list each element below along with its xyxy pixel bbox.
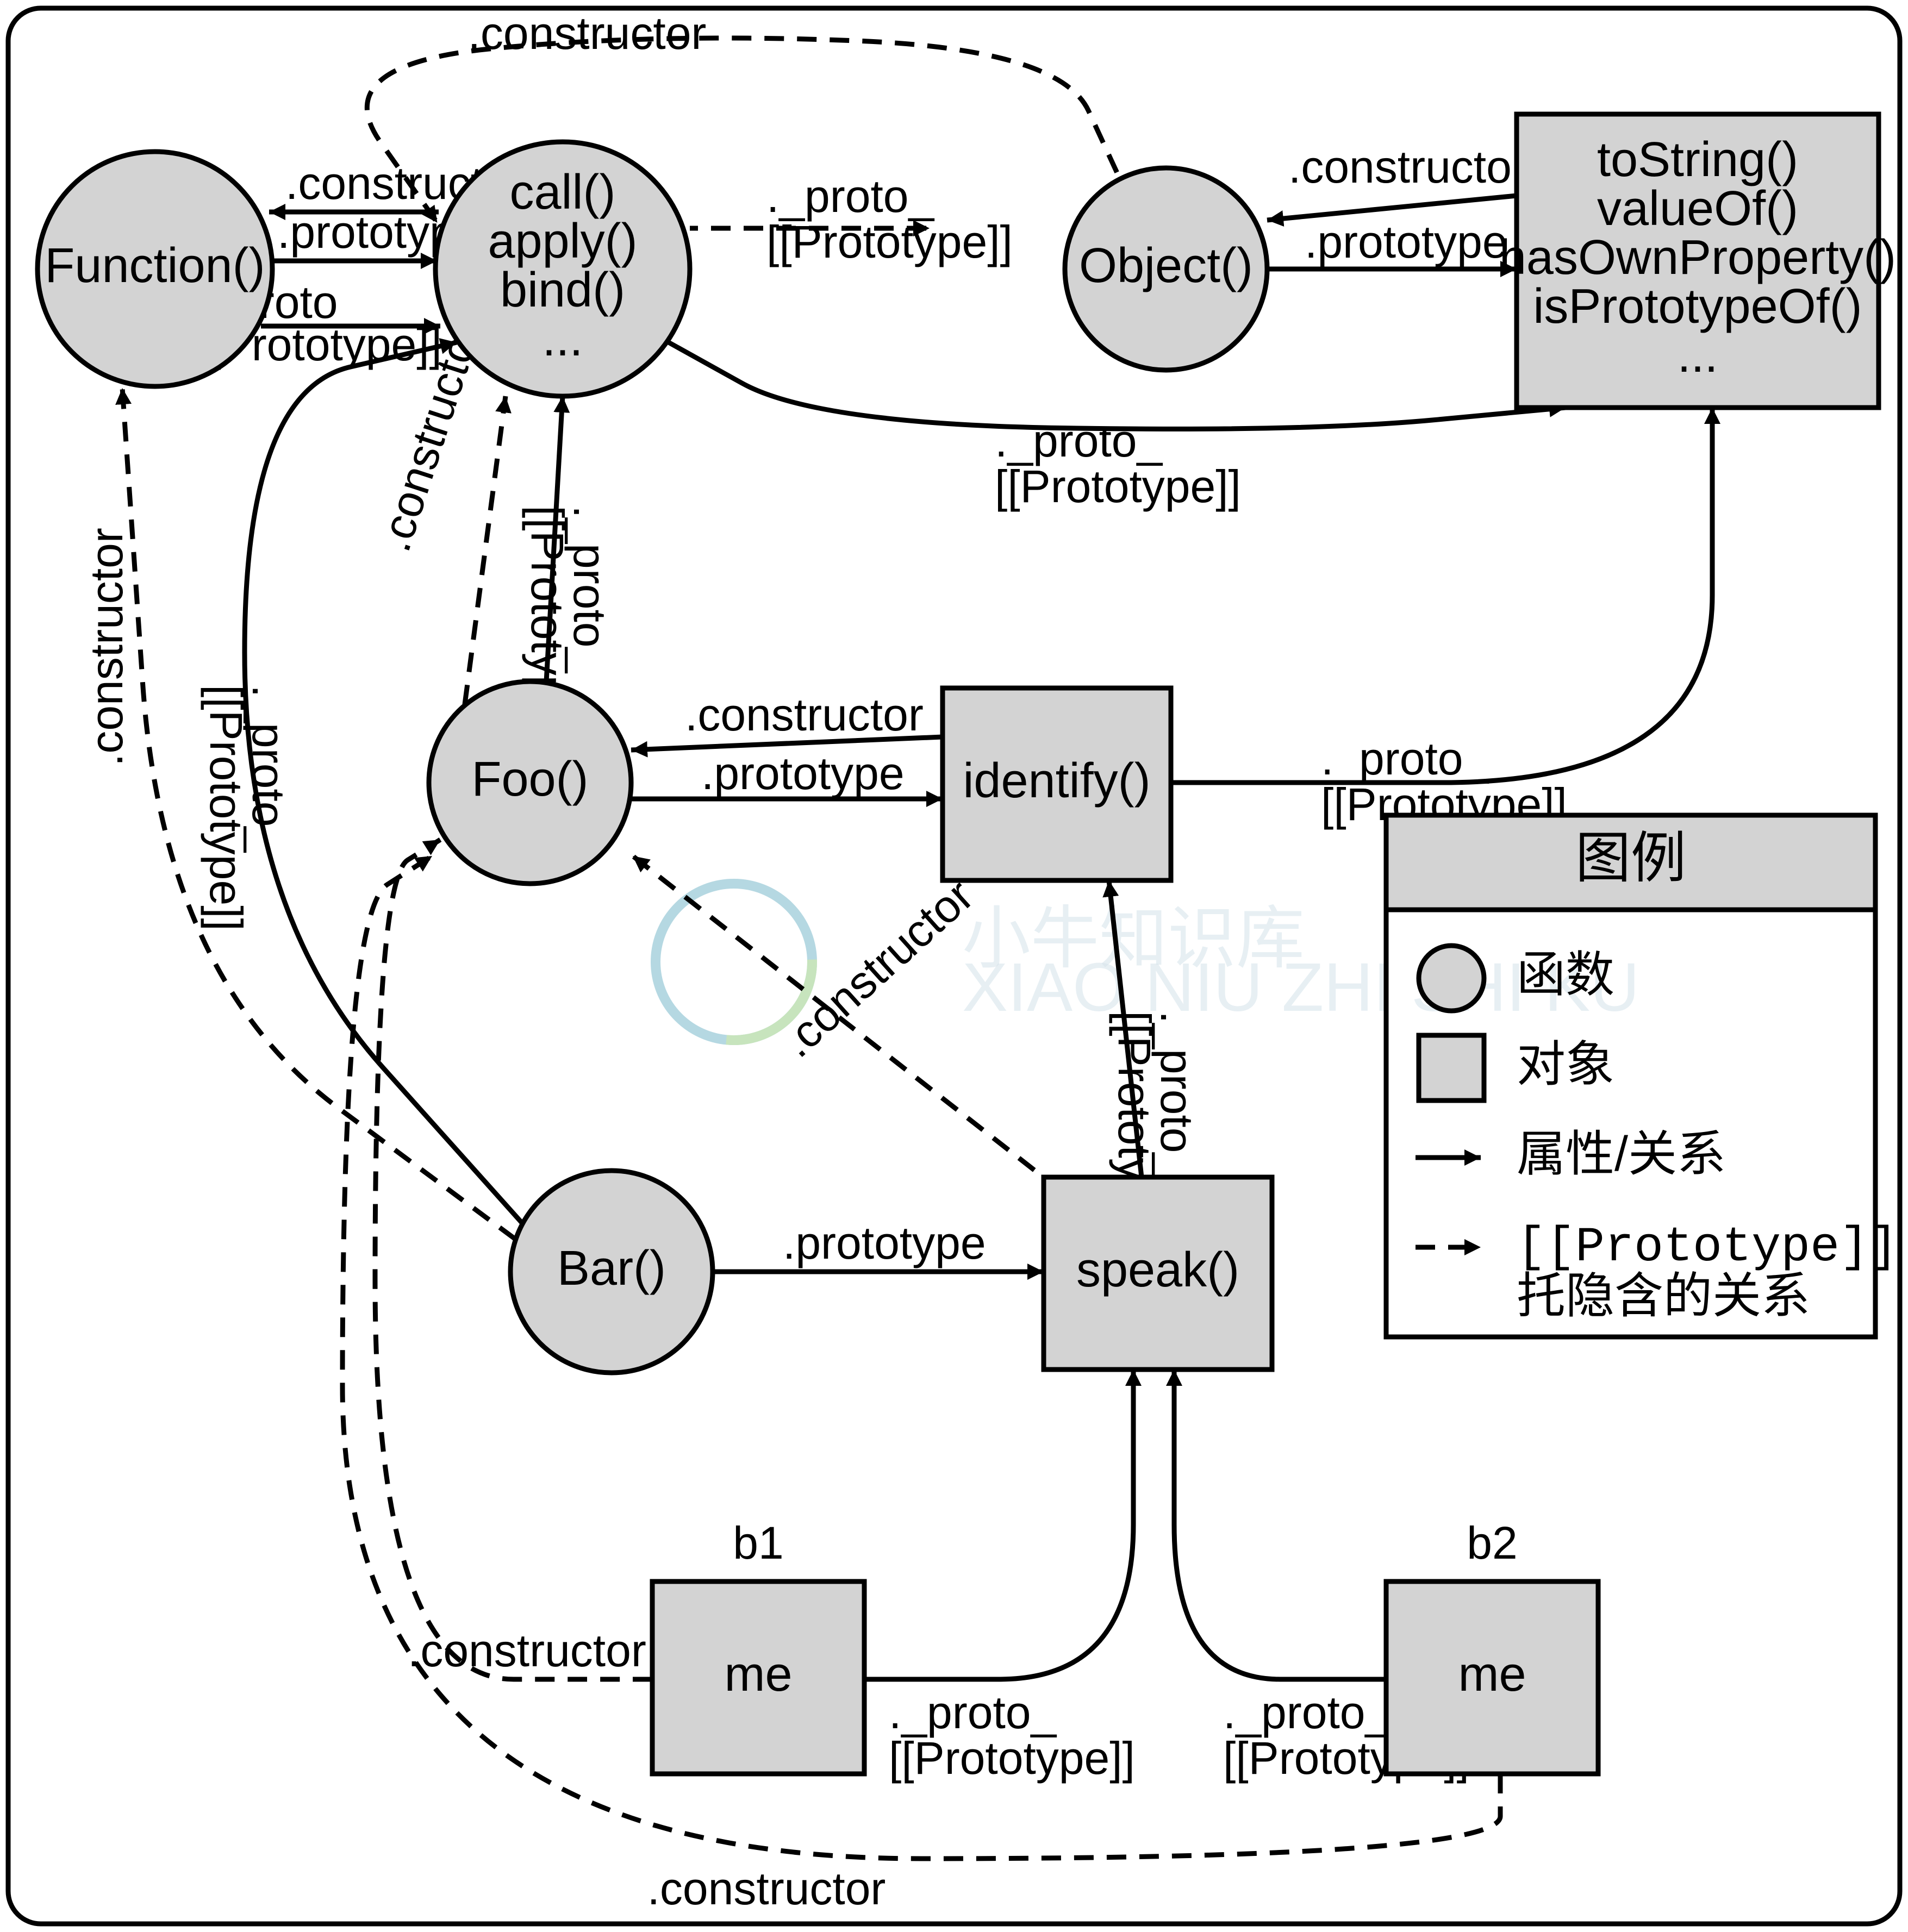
node-text-fnproto-3: ... (542, 312, 583, 366)
legend-title: 图例 (1575, 827, 1686, 889)
edge-label-bar-to-fnproto: [[Prototype]] (201, 685, 252, 931)
node-text-fnproto-0: call() (510, 165, 616, 220)
node-text-function-0: Function() (45, 239, 265, 293)
node-foo: Foo() (429, 681, 631, 884)
node-title-b2: b2 (1467, 1517, 1517, 1568)
edge-label-b1-to-speak: [[Prototype]] (889, 1733, 1135, 1784)
node-text-speak-0: speak() (1076, 1243, 1239, 1297)
edge-label-bar-speak-prototype: .prototype (783, 1217, 986, 1268)
legend-item-label: 对象 (1517, 1037, 1614, 1092)
edge-label-speak-constructor-dash: .constructor (771, 870, 983, 1067)
edge-label-b2-constructor-dash: .constructor (647, 1863, 886, 1914)
node-b2: b2 me (1386, 1517, 1598, 1774)
edge-label-bar-constructor-dash: .constructor (81, 528, 132, 766)
node-b1: b1 me (652, 1517, 864, 1774)
node-text-objproto-4: ... (1677, 328, 1718, 383)
edge-label-top-constructor-dash: .constructor (468, 8, 707, 59)
edge-label-foo-identify-prototype: .prototype (701, 748, 905, 799)
node-object: Object() (1065, 168, 1267, 370)
edge-identify-to-objproto (1171, 408, 1712, 783)
node-identify: identify() (943, 688, 1171, 880)
node-text-objproto-3: isPrototypeOf() (1533, 279, 1862, 334)
edge-label-identify-to-objproto: ._proto_ (1321, 733, 1489, 784)
node-text-b2-0: me (1458, 1647, 1526, 1702)
node-objproto: toString()valueOf()hasOwnProperty()isPro… (1499, 114, 1896, 408)
node-text-fnproto-2: bind() (500, 263, 625, 317)
node-text-b1-0: me (724, 1647, 792, 1702)
node-text-fnproto-1: apply() (488, 214, 637, 268)
edge-label-fnproto-to-objproto: ._proto_ (995, 415, 1163, 466)
legend-item-label: 托隐含的关系 (1517, 1269, 1810, 1323)
node-text-object-0: Object() (1079, 239, 1253, 293)
legend-item-label: [[Prototype]] 委 (1517, 1217, 1908, 1276)
edge-label-b1-to-speak: ._proto_ (889, 1687, 1057, 1738)
edge-label-b1-constructor-dash: .constructor (408, 1625, 646, 1676)
edge-label-b2-to-speak: ._proto_ (1223, 1687, 1392, 1738)
edge-label-foo-identify-constructor: .constructor (685, 689, 924, 740)
legend-item-label: 函数 (1517, 948, 1614, 1002)
edge-label-fnproto-to-obj-dash: ._proto_ (766, 171, 935, 222)
edge-label-fnproto-to-objproto: [[Prototype]] (995, 461, 1241, 512)
edge-foo-constructor-dash (465, 396, 506, 704)
legend-item-label: 属性/关系 (1517, 1127, 1726, 1181)
node-text-bar-0: Bar() (557, 1241, 666, 1296)
node-text-foo-0: Foo() (471, 752, 588, 806)
node-fnproto: call()apply()bind()... (435, 142, 690, 396)
edge-label-fnproto-to-obj-dash: [[Prototype]] (766, 216, 1013, 267)
node-title-b1: b1 (733, 1517, 783, 1568)
node-text-objproto-2: hasOwnProperty() (1499, 230, 1896, 285)
node-speak: speak() (1044, 1177, 1272, 1370)
edge-label-obj-prototype: .prototype (1305, 216, 1508, 267)
node-text-objproto-1: valueOf() (1597, 182, 1798, 236)
prototype-diagram: 小牛知识库XIAO NIU ZHI SHI KU.constructor.con… (0, 0, 1908, 1932)
node-function: Function() (38, 152, 272, 386)
edge-b1-to-speak (864, 1370, 1133, 1679)
legend: 图例函数对象属性/关系 [[Prototype]] 委托隐含的关系 (1386, 815, 1908, 1337)
node-text-identify-0: identify() (963, 754, 1150, 808)
node-text-objproto-0: toString() (1597, 133, 1798, 187)
edge-b2-to-speak (1174, 1370, 1386, 1679)
node-bar: Bar() (510, 1171, 713, 1373)
edge-label-obj-constructor: .constructor (1288, 141, 1527, 192)
